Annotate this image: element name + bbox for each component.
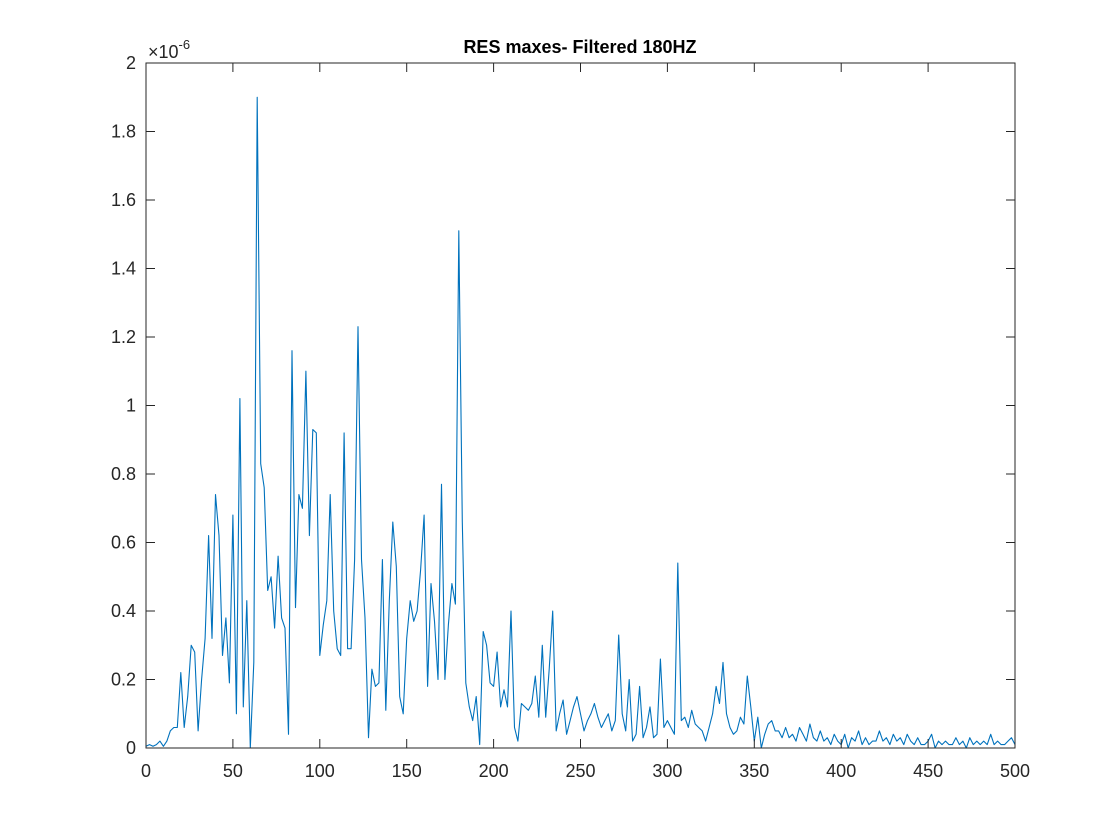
plot-area-background (146, 63, 1015, 748)
x-tick-label: 50 (223, 761, 243, 781)
x-tick-label: 400 (826, 761, 856, 781)
x-tick-label: 500 (1000, 761, 1030, 781)
x-axis: 0 50 100 150 200 250 300 350 400 450 500 (141, 63, 1030, 781)
y-tick-label: 0.2 (111, 670, 136, 690)
y-tick-label: 0.6 (111, 533, 136, 553)
x-tick-label: 350 (739, 761, 769, 781)
y-tick-label: 2 (126, 53, 136, 73)
y-tick-label: 0.8 (111, 464, 136, 484)
x-tick-label: 450 (913, 761, 943, 781)
y-tick-label: 1.2 (111, 327, 136, 347)
series-line (145, 96, 1016, 749)
y-tick-label: 1 (126, 396, 136, 416)
y-tick-label: 0 (126, 738, 136, 758)
x-tick-label: 250 (565, 761, 595, 781)
x-tick-label: 100 (305, 761, 335, 781)
y-exponent-label: ×10-6 (148, 37, 190, 62)
y-tick-label: 0.4 (111, 601, 136, 621)
y-exponent-power: -6 (179, 37, 191, 52)
y-axis: 0 0.2 0.4 0.6 0.8 1 1.2 1.4 1.6 1.8 2 (111, 53, 1015, 758)
y-tick-label: 1.4 (111, 259, 136, 279)
x-tick-label: 300 (652, 761, 682, 781)
chart-title: RES maxes- Filtered 180HZ (463, 37, 696, 57)
x-tick-label: 150 (392, 761, 422, 781)
y-tick-label: 1.6 (111, 190, 136, 210)
x-tick-label: 0 (141, 761, 151, 781)
y-tick-label: 1.8 (111, 122, 136, 142)
x-tick-label: 200 (479, 761, 509, 781)
